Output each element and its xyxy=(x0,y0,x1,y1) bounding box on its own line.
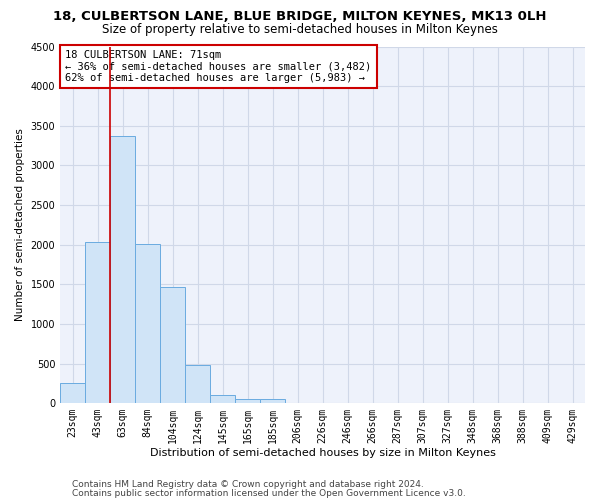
Bar xyxy=(185,365,210,403)
X-axis label: Distribution of semi-detached houses by size in Milton Keynes: Distribution of semi-detached houses by … xyxy=(149,448,496,458)
Bar xyxy=(160,288,185,403)
Text: Size of property relative to semi-detached houses in Milton Keynes: Size of property relative to semi-detach… xyxy=(102,22,498,36)
Bar xyxy=(235,399,260,403)
Bar xyxy=(85,242,110,403)
Text: Contains HM Land Registry data © Crown copyright and database right 2024.: Contains HM Land Registry data © Crown c… xyxy=(72,480,424,489)
Bar xyxy=(210,396,235,403)
Bar xyxy=(260,400,285,403)
Text: 18 CULBERTSON LANE: 71sqm
← 36% of semi-detached houses are smaller (3,482)
62% : 18 CULBERTSON LANE: 71sqm ← 36% of semi-… xyxy=(65,50,371,84)
Y-axis label: Number of semi-detached properties: Number of semi-detached properties xyxy=(15,128,25,322)
Text: 18, CULBERTSON LANE, BLUE BRIDGE, MILTON KEYNES, MK13 0LH: 18, CULBERTSON LANE, BLUE BRIDGE, MILTON… xyxy=(53,10,547,23)
Bar xyxy=(135,244,160,403)
Bar xyxy=(110,136,135,403)
Bar xyxy=(60,384,85,403)
Text: Contains public sector information licensed under the Open Government Licence v3: Contains public sector information licen… xyxy=(72,489,466,498)
